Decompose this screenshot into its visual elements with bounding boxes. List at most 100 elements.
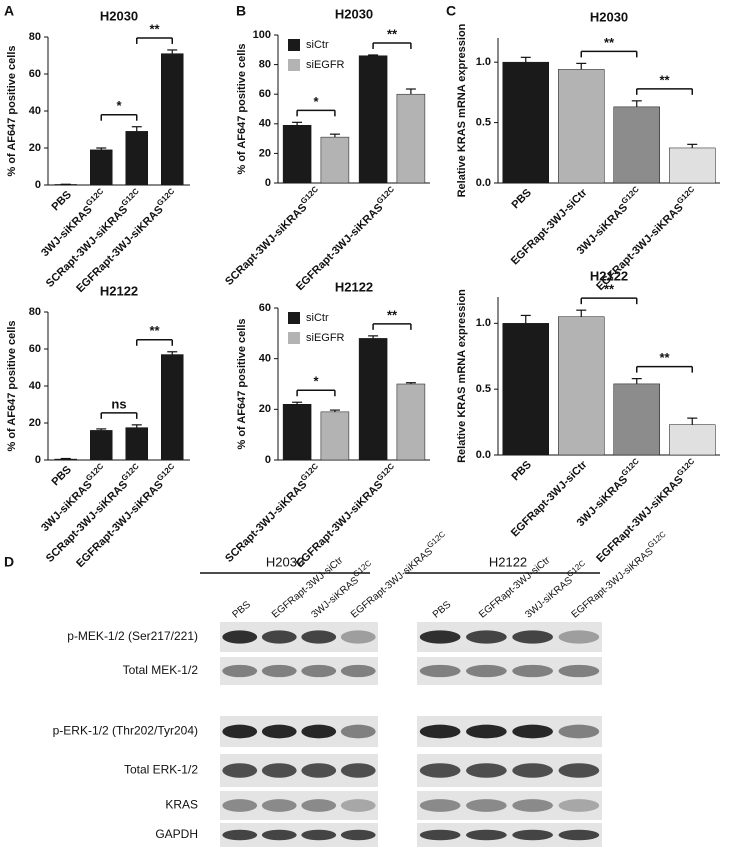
error-bar [131,424,142,428]
x-tick-label-part: 3WJ-siKRAS [575,201,631,257]
y-tick-label: 80 [29,31,41,43]
x-tick-label-part: G12C [84,461,105,482]
significance-label: * [313,374,319,389]
blot-band [222,763,258,778]
x-tick-label-part: G12C [299,461,320,482]
y-tick-label: 0.0 [476,177,491,189]
error-bar [405,88,416,95]
row-label: Total MEK-1/2 [123,663,199,677]
legend-label: siCtr [306,39,329,51]
blot-band [340,763,376,778]
bar [396,93,426,184]
blot-band [466,724,507,739]
y-tick-label: 80 [259,59,271,71]
significance-label: ** [387,307,398,322]
error-bar [96,428,107,431]
bar [161,53,184,186]
bar [669,147,716,184]
blot-band [466,664,507,678]
x-tick-label-part: PBS [509,459,533,483]
x-tick-label-part: G12C [119,186,140,207]
significance-label: ** [604,35,615,50]
error-bar [131,126,142,132]
lane-label: EGFRapt-3WJ-siKRASG12C [346,529,451,620]
y-tick-label: 0 [265,177,271,189]
bar [613,106,660,184]
blot-band [419,630,461,644]
legend-swatch [288,332,300,344]
row-label: KRAS [165,798,198,812]
blot-band [261,724,297,739]
x-tick-label-part: G12C [155,461,176,482]
blot-band [301,724,337,739]
blot-band [222,664,258,678]
blot-band [301,829,337,841]
x-tick-label-part: G12C [675,456,696,477]
blot-strip [220,791,378,820]
error-bar [687,143,698,148]
blot-band [301,799,337,812]
error-bar [405,382,416,384]
bar [502,61,549,184]
bar [90,149,113,186]
error-bar [368,54,379,56]
panel-label: B [236,3,246,19]
y-tick-label: 60 [29,68,41,80]
blot-band [261,829,297,841]
chart-title: H2030 [335,6,373,21]
lane-label-part: G12C [425,529,447,549]
lane-label-part: G12C [646,529,668,549]
x-tick-label: PBS [49,464,73,488]
lane-label-part: G12C [565,558,587,578]
y-axis-label: Relative KRAS mRNA expression [456,23,468,197]
bar [558,69,605,184]
panel-label: A [4,3,14,19]
blot-band [261,630,297,644]
y-axis-label: % of AF647 positive cells [236,318,248,449]
significance-bracket [296,389,336,397]
cell-line-label: H2030 [266,554,304,569]
row-label: GAPDH [155,827,198,841]
y-tick-label: 60 [29,343,41,355]
blot-band [558,630,600,644]
y-tick-label: 20 [29,417,41,429]
panel-label: C [446,3,456,19]
bar [613,383,660,456]
blot-band [558,664,600,678]
legend-label: siEGFR [306,59,345,71]
blot-band [466,829,507,841]
bar [358,338,388,461]
chart-title: H2122 [590,268,628,283]
error-bar [368,335,379,339]
legend-swatch [288,59,300,71]
significance-label: * [313,94,319,109]
chart-title: H2122 [100,283,138,298]
x-tick-label-part: 3WJ-siKRAS [575,473,631,529]
error-bar [329,409,340,412]
blot-band [419,799,461,812]
blot-band [558,763,600,778]
x-tick-label-part: SCRapt-3WJ-siKRAS [223,201,309,287]
bar [669,424,716,456]
blot-band [512,829,553,841]
lane-label-part: G12C [351,558,373,578]
x-tick-label: PBS [509,459,533,483]
error-bar [520,314,531,324]
blot-band [558,724,600,739]
row-label: p-ERK-1/2 (Thr202/Tyr204) [53,724,198,738]
blot-band [301,763,337,778]
y-tick-label: 40 [259,118,271,130]
error-bar [631,100,642,107]
x-tick-label-part: G12C [675,184,696,205]
x-tick-label-part: G12C [299,184,320,205]
lane-label-part: PBS [230,599,253,621]
blot-band [340,630,376,644]
y-axis-label: Relative KRAS mRNA expression [456,289,468,463]
significance-bracket [372,42,412,49]
legend-label: siEGFR [306,332,345,344]
x-tick-label-part: PBS [49,189,73,213]
row-label: Total ERK-1/2 [124,763,198,777]
significance-bracket [136,37,173,44]
x-tick-label-part: G12C [119,461,140,482]
